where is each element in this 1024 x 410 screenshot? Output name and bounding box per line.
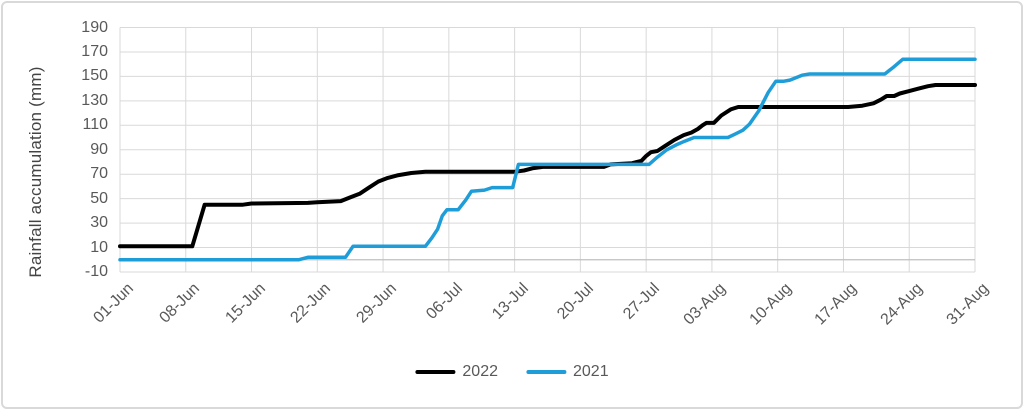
legend-swatch-2021 <box>526 370 566 374</box>
y-tick-label: 90 <box>90 140 108 158</box>
y-tick-label: 130 <box>81 91 108 109</box>
legend-label-2021: 2021 <box>573 363 609 380</box>
y-tick-label: 150 <box>81 67 108 85</box>
y-tick-label: 50 <box>90 189 108 207</box>
legend-label-2022: 2022 <box>462 363 498 380</box>
y-tick-label: 30 <box>90 214 108 232</box>
series-line-2021 <box>118 57 977 262</box>
legend-swatch-2022 <box>415 370 456 374</box>
series-line-2022 <box>118 83 977 249</box>
y-tick-label: 110 <box>82 116 108 134</box>
legend: 2022 2021 <box>415 363 609 381</box>
legend-item-2022: 2022 <box>415 363 498 381</box>
legend-item-2021: 2021 <box>526 363 609 381</box>
y-tick-label: 10 <box>90 238 108 256</box>
y-tick-label: -10 <box>84 263 108 280</box>
y-tick-label: 70 <box>90 165 108 183</box>
y-tick-label: 190 <box>81 18 108 36</box>
y-axis-title: Rainfall accumulation (mm) <box>26 66 45 278</box>
y-tick-label: 170 <box>81 42 108 60</box>
